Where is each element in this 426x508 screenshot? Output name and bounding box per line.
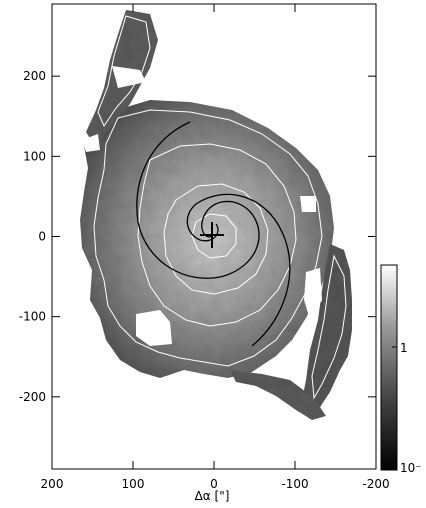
blank-hole-upper-left xyxy=(112,66,146,88)
galaxy-image xyxy=(80,10,352,420)
y-tick-labels: 200 100 0 -100 -200 xyxy=(19,69,46,404)
x-tick-label: 200 xyxy=(41,477,64,491)
contour-outer xyxy=(93,109,323,367)
x-tick-label: -200 xyxy=(362,477,389,491)
contour-arm-right xyxy=(311,254,347,400)
colorbar-label-min: 10⁻ xyxy=(400,461,422,475)
y-tick-label: 100 xyxy=(23,149,46,163)
x-tick-label: 100 xyxy=(122,477,145,491)
x-axis-title: Δα ["] xyxy=(195,489,230,503)
contour-inner xyxy=(163,183,269,295)
contour-mid xyxy=(137,143,297,327)
axis-ticks xyxy=(51,4,377,469)
blank-hole-right xyxy=(300,196,316,212)
blank-gap-right xyxy=(304,268,322,320)
y-tick-label: -100 xyxy=(19,310,46,324)
lower-extension xyxy=(230,370,326,420)
spiral-arm-trace-2 xyxy=(186,193,291,347)
blank-hole-lower-left xyxy=(136,310,172,346)
x-tick-label: 0 xyxy=(210,477,218,491)
x-tick-labels: 200 100 0 -100 -200 xyxy=(41,477,390,491)
right-outer-arm xyxy=(300,244,352,418)
y-tick-label: 0 xyxy=(38,230,46,244)
y-tick-label: 200 xyxy=(23,69,46,83)
colorbar xyxy=(380,264,398,471)
contour-arm-left xyxy=(97,15,151,128)
colorbar-label-1: 1 xyxy=(400,341,408,355)
y-tick-label: -200 xyxy=(19,390,46,404)
blank-hole-left xyxy=(82,134,100,152)
x-tick-label: -100 xyxy=(281,477,308,491)
spiral-arm-trace-1 xyxy=(136,121,260,279)
contour-core xyxy=(191,213,237,259)
